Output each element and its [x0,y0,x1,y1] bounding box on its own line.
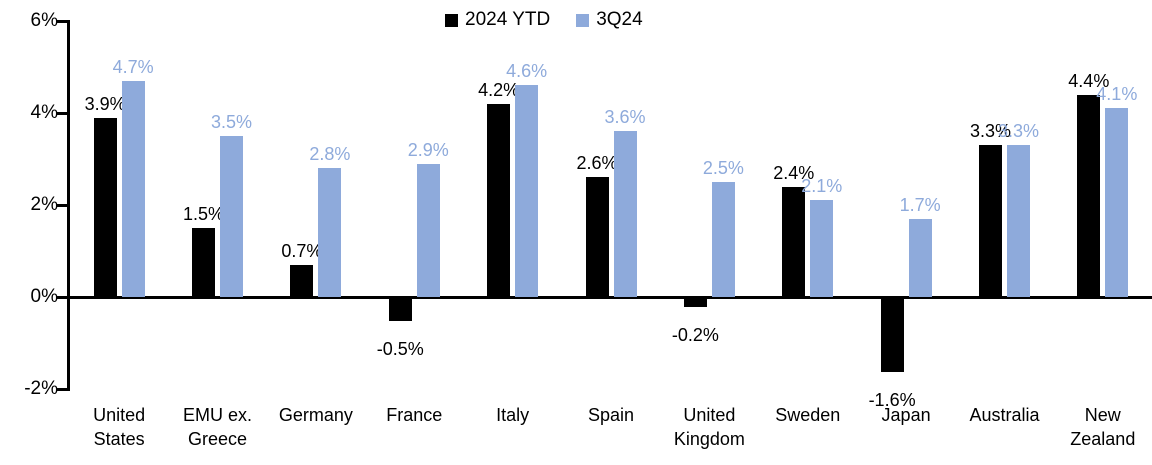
x-category-label-germany: Germany [278,405,353,425]
bar-3q24-united-states [121,80,145,297]
bar-2024-ytd-spain [585,177,609,297]
data-label-3q24-emu-ex-greece: 3.5% [211,112,253,132]
y-tick-label: 2% [30,194,58,215]
legend-item-2024-ytd: 2024 YTD [445,9,550,31]
bar-3q24-new-zealand [1105,108,1129,297]
bar-2024-ytd-australia [978,145,1002,297]
y-tick-mark [57,296,70,299]
y-tick-label: 4% [30,102,58,123]
y-tick-mark [57,112,70,115]
x-category-label-spain: Spain [587,405,635,425]
data-label-3q24-spain: 3.6% [604,107,646,128]
bar-2024-ytd-emu-ex-greece [192,228,216,297]
data-label-2024-ytd-spain: 2.6% [576,153,618,174]
y-tick-mark [57,388,70,391]
x-category-label-italy: Italy [496,405,530,425]
bar-2024-ytd-sweden [782,186,806,297]
x-category-label-united-states: United States [93,405,146,449]
x-axis-line [67,296,1152,299]
legend-label-2024-ytd: 2024 YTD [465,9,551,30]
bar-2024-ytd-new-zealand [1077,94,1101,297]
data-label-3q24-japan: 1.7% [899,194,941,215]
data-label-3q24-italy: 4.6% [506,61,548,82]
x-category-label-united-kingdom: United Kingdom [673,405,745,449]
bar-3q24-france [416,163,440,297]
data-label-2024-ytd-australia: 3.3% [969,121,1011,142]
data-label-3q24-united-states: 4.7% [112,56,154,77]
bar-3q24-spain [613,131,637,297]
data-label-2024-ytd-new-zealand: 4.4% [1068,70,1110,91]
data-label-2024-ytd-italy: 4.2% [478,79,520,100]
x-category-label-sweden: Sweden [775,405,841,425]
bar-3q24-sweden [810,200,834,297]
y-tick-label: 6% [30,10,58,31]
x-category-label-france: France [386,405,443,425]
bar-2024-ytd-united-kingdom [683,298,707,308]
y-tick-mark [57,204,70,207]
x-category-label-japan: Japan [881,405,931,425]
bar-3q24-japan [908,218,932,297]
data-label-3q24-australia: 3.3% [997,121,1039,142]
data-label-3q24-sweden: 2.1% [801,176,843,197]
data-label-2024-ytd-united-states: 3.9% [84,93,126,114]
data-label-3q24-france: 2.9% [407,139,449,160]
data-label-3q24-germany: 2.8% [309,144,351,165]
bar-3q24-australia [1006,145,1030,297]
x-category-label-australia: Australia [969,405,1040,425]
x-category-label-emu-ex-greece: EMU ex. Greece [183,405,253,449]
bar-3q24-germany [318,168,342,297]
data-label-3q24-united-kingdom: 2.5% [702,158,744,178]
legend-swatch-2024-ytd [445,13,458,27]
bar-2024-ytd-france [388,298,412,321]
bar-2024-ytd-japan [880,298,904,372]
data-label-2024-ytd-sweden: 2.4% [773,162,815,183]
bar-3q24-emu-ex-greece [220,136,244,297]
bar-2024-ytd-germany [290,264,314,297]
data-label-2024-ytd-united-kingdom: -0.2% [671,325,719,346]
bar-2024-ytd-united-states [93,117,117,297]
y-tick-label: 0% [30,286,58,307]
data-label-2024-ytd-emu-ex-greece: 1.5% [183,204,225,224]
y-tick-label: -2% [24,378,58,399]
x-category-label-new-zealand: New Zealand [1070,405,1136,449]
bar-2024-ytd-italy [487,103,511,297]
legend-swatch-3q24 [576,13,590,27]
legend-item-3q24: 3Q24 [576,9,643,31]
data-label-2024-ytd-japan: -1.6% [868,389,916,410]
y-tick-mark [57,20,70,23]
bar-3q24-united-kingdom [711,182,735,297]
data-label-2024-ytd-france: -0.5% [376,339,424,359]
legend-label-3q24: 3Q24 [596,9,643,30]
data-label-2024-ytd-germany: 0.7% [281,240,323,261]
bar-3q24-italy [515,85,539,297]
data-label-3q24-new-zealand: 4.1% [1096,84,1138,105]
legend: 2024 YTD 3Q24 [445,9,643,31]
